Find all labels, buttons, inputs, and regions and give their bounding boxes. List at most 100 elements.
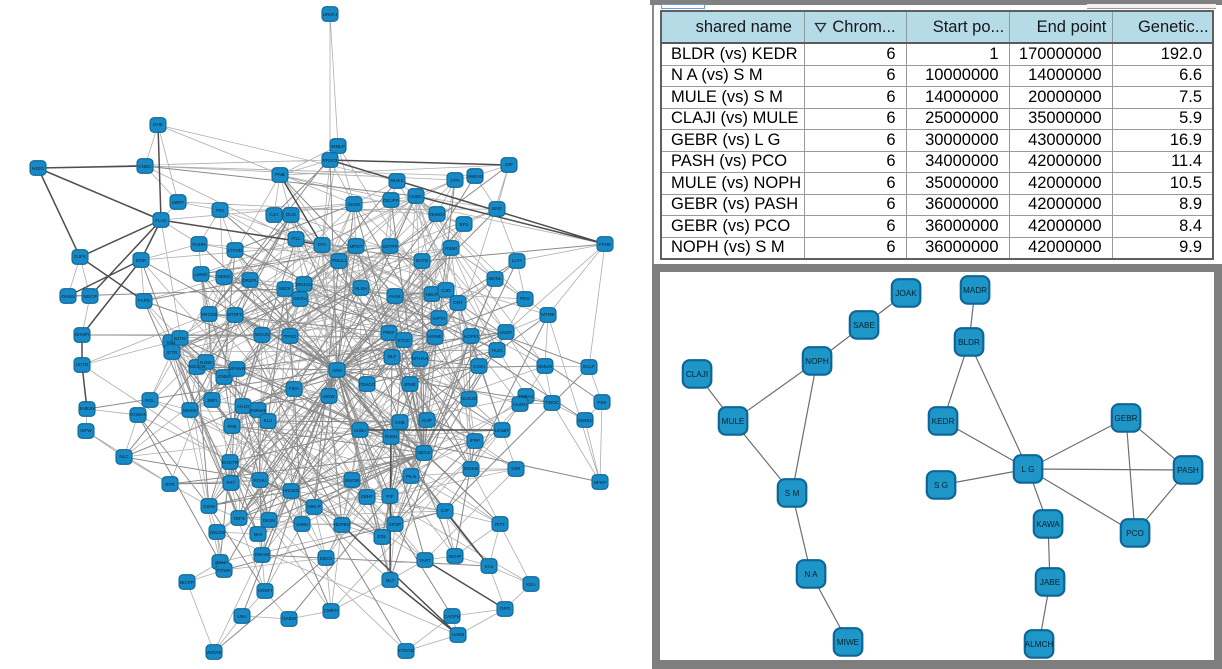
svg-text:DMJOU: DMJOU	[296, 282, 312, 287]
svg-text:RGL: RGL	[145, 398, 155, 403]
svg-text:NDPBO: NDPBO	[334, 522, 351, 527]
svg-text:PASH: PASH	[1177, 466, 1199, 475]
svg-text:BATB: BATB	[416, 258, 428, 263]
svg-text:KKT: KKT	[227, 480, 236, 485]
svg-text:DGR: DGR	[136, 258, 147, 263]
svg-text:HWEAD: HWEAD	[466, 174, 484, 179]
svg-text:DIP: DIP	[505, 162, 513, 167]
svg-text:UUBA: UUBA	[354, 428, 368, 433]
svg-text:PCHU: PCHU	[253, 478, 266, 483]
svg-text:RJNS: RJNS	[200, 360, 212, 365]
svg-text:LMNG: LMNG	[194, 272, 208, 277]
svg-text:GJFS: GJFS	[74, 254, 86, 259]
svg-text:EHEJN: EHEJN	[79, 406, 94, 411]
svg-text:DKSN: DKSN	[263, 518, 276, 523]
svg-text:UAKB: UAKB	[452, 632, 465, 637]
svg-text:SSTPP: SSTPP	[382, 244, 397, 249]
svg-text:JOAK: JOAK	[895, 289, 917, 298]
svg-text:ECLF: ECLF	[583, 364, 595, 369]
svg-text:CNDC: CNDC	[138, 164, 152, 169]
svg-text:TART: TART	[419, 558, 431, 563]
svg-text:FOWK: FOWK	[217, 568, 232, 573]
svg-text:JWFI: JWFI	[207, 398, 218, 403]
svg-text:MTMK: MTMK	[541, 312, 555, 317]
svg-text:OECK: OECK	[417, 450, 431, 455]
svg-text:BICPP: BICPP	[180, 580, 194, 585]
svg-text:BJTM: BJTM	[174, 336, 186, 341]
svg-text:CAGFM: CAGFM	[444, 614, 461, 619]
svg-text:EBHF: EBHF	[361, 494, 373, 499]
svg-text:MDNL: MDNL	[488, 276, 501, 281]
svg-text:PDHGG: PDHGG	[359, 382, 376, 387]
svg-text:GKGU: GKGU	[293, 296, 307, 301]
svg-text:KNDFI: KNDFI	[258, 588, 272, 593]
svg-text:HNGED: HNGED	[283, 488, 300, 493]
svg-text:ALMCH: ALMCH	[1025, 640, 1054, 649]
svg-text:PEK: PEK	[597, 400, 607, 405]
svg-text:PIF: PIF	[386, 494, 393, 499]
svg-text:KUJ: KUJ	[264, 418, 273, 423]
svg-text:KAJ: KAJ	[485, 564, 493, 569]
svg-text:DSB: DSB	[395, 420, 404, 425]
svg-text:RBMI: RBMI	[445, 246, 456, 251]
svg-text:DTA: DTA	[318, 242, 328, 247]
svg-text:RUMJ: RUMJ	[385, 434, 398, 439]
svg-text:CMIFH: CMIFH	[324, 608, 339, 613]
svg-text:GUGJG: GUGJG	[461, 396, 478, 401]
svg-text:SGJ: SGJ	[167, 340, 176, 345]
svg-text:GNMI: GNMI	[218, 374, 230, 379]
svg-text:SNNWB: SNNWB	[249, 408, 266, 413]
svg-text:NCHP: NCHP	[448, 554, 461, 559]
svg-text:OGJPP: OGJPP	[383, 198, 399, 203]
svg-text:NFKP: NFKP	[594, 480, 606, 485]
svg-text:SABE: SABE	[853, 321, 875, 330]
svg-text:MLT: MLT	[386, 578, 395, 583]
svg-text:SPOP: SPOP	[389, 522, 402, 527]
svg-text:WMLP: WMLP	[331, 144, 345, 149]
svg-text:RUHR: RUHR	[192, 242, 206, 247]
svg-text:MGW: MGW	[323, 394, 335, 399]
svg-text:DHNPI: DHNPI	[75, 332, 89, 337]
svg-text:MTDFC: MTDFC	[227, 312, 244, 317]
svg-text:PILN: PILN	[406, 474, 416, 479]
svg-text:NGLCW: NGLCW	[188, 364, 206, 369]
svg-text:ITLL: ITLL	[291, 236, 301, 241]
svg-text:MULE: MULE	[722, 417, 745, 426]
svg-text:CJD: CJD	[442, 288, 452, 293]
svg-text:PAB: PAB	[228, 424, 237, 429]
svg-text:DUG: DUG	[286, 212, 297, 217]
svg-text:KAWA: KAWA	[1036, 520, 1060, 529]
svg-text:KEA: KEA	[526, 582, 536, 587]
svg-text:SBCK: SBCK	[279, 286, 292, 291]
svg-text:UCTD: UCTD	[76, 362, 89, 367]
svg-text:RTR: RTR	[165, 482, 175, 487]
svg-text:KHP: KHP	[422, 418, 431, 423]
svg-text:FIEA: FIEA	[289, 386, 300, 391]
svg-text:DBRT: DBRT	[172, 200, 185, 205]
svg-text:BMUN: BMUN	[538, 364, 552, 369]
svg-text:ARN: ARN	[332, 368, 342, 373]
svg-text:FAPD: FAPD	[138, 298, 151, 303]
svg-text:TWOC: TWOC	[545, 400, 560, 405]
svg-text:MUKE: MUKE	[390, 178, 403, 183]
svg-text:HWJT: HWJT	[426, 292, 439, 297]
svg-text:BND: BND	[492, 206, 502, 211]
svg-text:KTCD: KTCD	[398, 338, 411, 343]
svg-text:PNB: PNB	[275, 172, 284, 177]
svg-text:KTEGB: KTEGB	[398, 648, 414, 653]
svg-text:FNEAJ: FNEAJ	[519, 394, 534, 399]
svg-text:S M: S M	[785, 489, 800, 498]
svg-text:ONT: ONT	[453, 300, 463, 305]
svg-text:SKSS: SKSS	[348, 202, 360, 207]
svg-text:WOWE: WOWE	[206, 650, 221, 655]
svg-text:TPGO: TPGO	[283, 334, 296, 339]
svg-text:LNGP: LNGP	[500, 330, 513, 335]
svg-text:ORCDE: ORCDE	[201, 312, 218, 317]
svg-text:S G: S G	[934, 481, 948, 490]
svg-text:NLC: NLC	[119, 454, 129, 459]
svg-text:CLAJI: CLAJI	[686, 370, 708, 379]
svg-text:GION: GION	[203, 504, 215, 509]
svg-text:EIDKB: EIDKB	[464, 466, 478, 471]
svg-text:EDL: EDL	[378, 534, 387, 539]
svg-text:BLDR: BLDR	[958, 338, 980, 347]
